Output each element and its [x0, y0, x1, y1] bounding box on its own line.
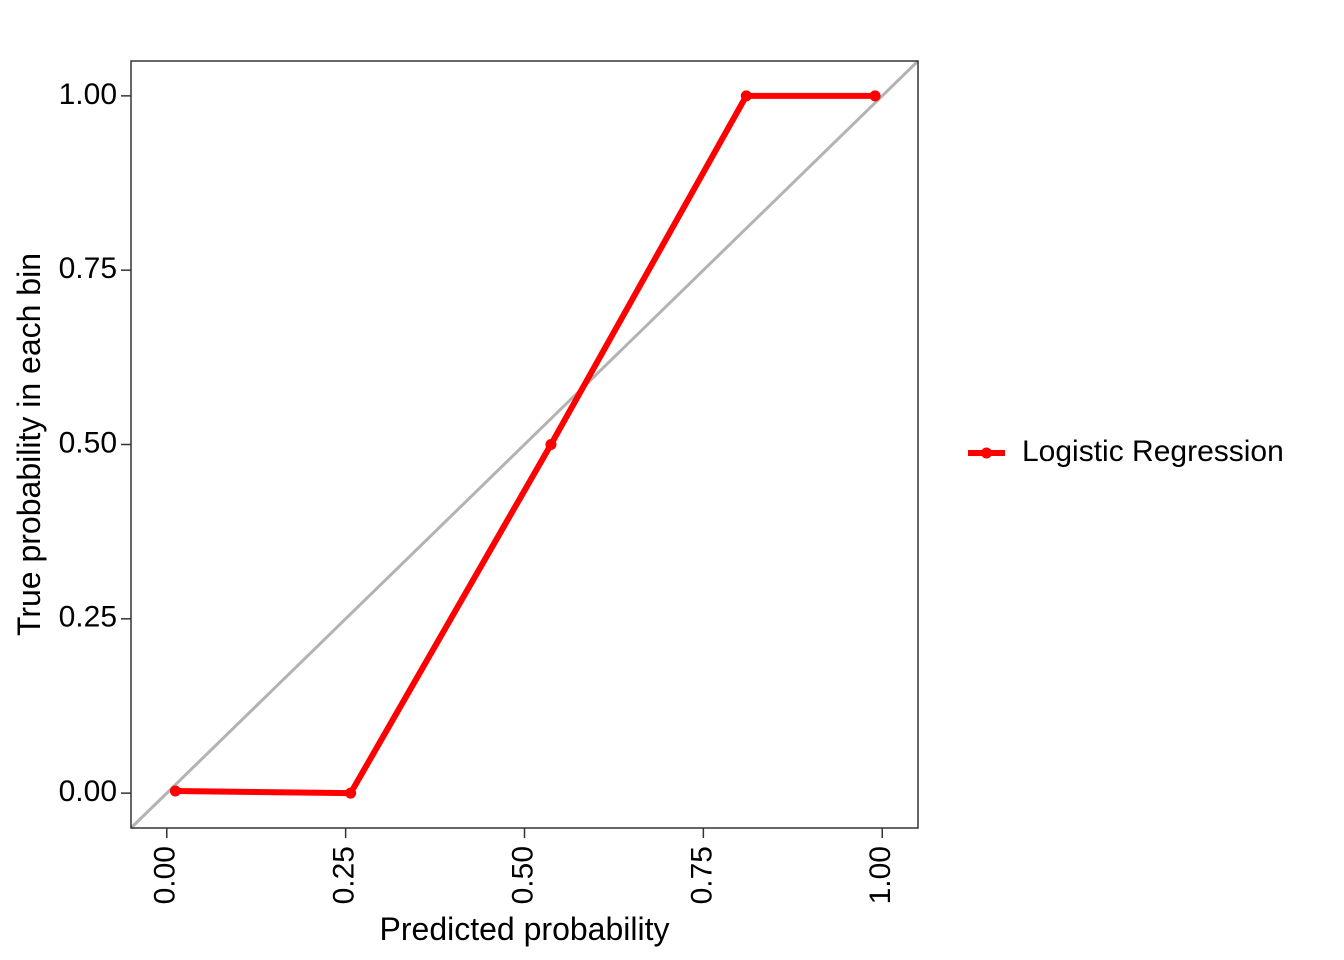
legend-key-point [981, 447, 992, 459]
legend-label: Logistic Regression [1022, 435, 1284, 468]
legend: Logistic Regression [968, 435, 1284, 468]
data-point [169, 785, 181, 797]
data-point [345, 787, 357, 799]
y-tick-label: 1.00 [59, 78, 117, 111]
data-point [545, 439, 557, 450]
x-tick-label: 0.75 [685, 846, 718, 904]
y-tick-label: 0.25 [59, 601, 117, 634]
x-tick-label: 0.25 [328, 846, 361, 904]
x-axis: 0.00 0.25 0.50 0.75 1.00 [149, 828, 897, 904]
reference-diagonal-line [129, 59, 920, 830]
plot-area [129, 59, 920, 830]
x-tick-label: 0.50 [506, 846, 539, 904]
data-point [869, 90, 881, 102]
y-axis-title: True probability in each bin [11, 253, 47, 636]
y-axis: 0.00 0.25 0.50 0.75 1.00 [59, 78, 131, 808]
data-point [740, 90, 752, 102]
x-tick-label: 1.00 [864, 846, 897, 904]
x-tick-label: 0.00 [149, 846, 182, 904]
x-axis-title: Predicted probability [380, 911, 670, 947]
y-tick-label: 0.50 [59, 426, 117, 459]
y-tick-label: 0.00 [59, 775, 117, 808]
series-layer [169, 90, 881, 799]
y-tick-label: 0.75 [59, 252, 117, 285]
